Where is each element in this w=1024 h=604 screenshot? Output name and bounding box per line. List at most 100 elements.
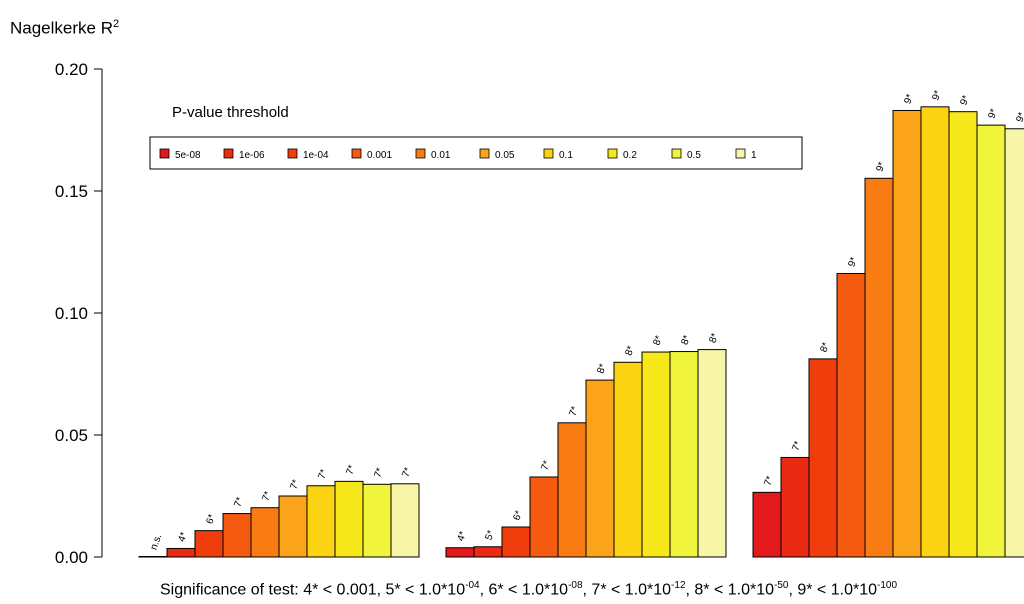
bar-significance-label: 7* xyxy=(372,467,386,480)
bar xyxy=(669,351,699,558)
legend-box xyxy=(149,136,803,170)
y-tick-label: 0.15 xyxy=(55,182,88,201)
footnote-exp-3: -12 xyxy=(671,580,686,591)
legend-swatch xyxy=(223,148,234,159)
y-tick-label: 0.10 xyxy=(55,304,88,323)
bar-significance-label: 6* xyxy=(511,509,525,522)
y-axis-label-text: Nagelkerke R xyxy=(10,18,113,38)
bar-significance-label: 9* xyxy=(874,161,888,174)
bar-significance-label: 9* xyxy=(986,107,1000,120)
bar-significance-label: 4* xyxy=(176,531,190,544)
bar-significance-label: 7* xyxy=(288,478,302,491)
footnote-text-1: Significance of test: 4* < 0.001, 5* < 1… xyxy=(160,581,466,599)
bar-significance-label: 9* xyxy=(1014,111,1024,124)
significance-footnote: Significance of test: 4* < 0.001, 5* < 1… xyxy=(160,580,897,599)
bar xyxy=(250,507,280,558)
bar xyxy=(278,495,308,558)
y-tick-label: 0.20 xyxy=(55,60,88,79)
bar-significance-label: 8* xyxy=(707,332,721,345)
bar xyxy=(697,349,727,558)
bar-significance-label: 7* xyxy=(567,405,581,418)
bar xyxy=(864,177,894,558)
bar-significance-label: 4* xyxy=(455,530,469,543)
bar-significance-label: 6* xyxy=(204,513,218,526)
bar-significance-label: 8* xyxy=(595,362,609,375)
bar xyxy=(836,272,866,558)
legend-swatch xyxy=(479,148,490,159)
legend-entry-label: 5e-08 xyxy=(175,150,201,161)
legend-entry-label: 0.05 xyxy=(495,150,515,161)
legend-swatch xyxy=(735,148,746,159)
footnote-exp-1: -04 xyxy=(465,580,480,591)
legend-entry-label: 1 xyxy=(751,150,757,161)
legend-entry-label: 0.01 xyxy=(431,150,451,161)
bar xyxy=(390,483,420,558)
bar xyxy=(194,530,224,558)
footnote-exp-4: -50 xyxy=(774,580,789,591)
bar xyxy=(641,351,671,558)
bar xyxy=(892,109,922,558)
legend-entry-label: 0.1 xyxy=(559,150,573,161)
y-tick-label: 0.00 xyxy=(55,548,88,567)
legend-title: P-value threshold xyxy=(172,104,289,121)
footnote-text-4: , 8* < 1.0*10 xyxy=(685,581,775,599)
bar-significance-label: 8* xyxy=(679,334,693,347)
legend-swatch xyxy=(351,148,362,159)
footnote-text-2: , 6* < 1.0*10 xyxy=(479,581,569,599)
bar xyxy=(1004,128,1024,558)
bar xyxy=(557,422,587,558)
bar-significance-label: 9* xyxy=(902,93,916,106)
legend-entry-label: 0.001 xyxy=(367,150,392,161)
bar xyxy=(976,124,1006,558)
bar-significance-label: 7* xyxy=(539,459,553,472)
bar xyxy=(920,106,950,558)
bar xyxy=(808,358,838,558)
bar-significance-label: n.s. xyxy=(148,533,164,552)
bar-significance-label: 9* xyxy=(958,94,972,107)
legend-entry-label: 0.5 xyxy=(687,150,701,161)
legend-swatch xyxy=(287,148,298,159)
bar xyxy=(752,491,782,558)
bar-significance-label: 7* xyxy=(260,490,274,503)
footnote-text-3: , 7* < 1.0*10 xyxy=(582,581,672,599)
legend-swatch xyxy=(159,148,170,159)
bar-significance-label: 7* xyxy=(790,440,804,453)
bar-significance-label: 8* xyxy=(651,334,665,347)
footnote-exp-5: -100 xyxy=(876,580,897,591)
bar xyxy=(501,526,531,558)
legend-swatch xyxy=(671,148,682,159)
y-tick-label: 0.05 xyxy=(55,426,88,445)
footnote-exp-2: -08 xyxy=(568,580,583,591)
legend-swatch xyxy=(543,148,554,159)
bar-significance-label: 9* xyxy=(846,256,860,269)
bar xyxy=(362,483,392,558)
bar xyxy=(222,513,252,558)
y-axis-label: Nagelkerke R2 xyxy=(10,18,119,39)
bar-significance-label: 7* xyxy=(316,468,330,481)
bar-significance-label: 9* xyxy=(930,89,944,102)
legend-entry-label: 1e-06 xyxy=(239,150,265,161)
bar xyxy=(948,111,978,558)
legend-swatch xyxy=(607,148,618,159)
bar-significance-label: 7* xyxy=(232,496,246,509)
bar xyxy=(585,379,615,558)
bar xyxy=(334,480,364,558)
bar xyxy=(529,476,559,558)
bar xyxy=(166,547,196,558)
bar-significance-label: 7* xyxy=(400,466,414,479)
bar xyxy=(306,485,336,558)
bar xyxy=(473,546,503,558)
legend-swatch xyxy=(415,148,426,159)
bar xyxy=(613,361,643,558)
bar-significance-label: 8* xyxy=(623,345,637,358)
y-axis-label-superscript: 2 xyxy=(113,18,120,30)
legend-entry-label: 1e-04 xyxy=(303,150,329,161)
bar-significance-label: 8* xyxy=(818,341,832,354)
bar-significance-label: 5* xyxy=(483,529,497,542)
bar xyxy=(445,547,475,558)
bar xyxy=(138,556,168,558)
bar-significance-label: 7* xyxy=(762,475,776,488)
legend-entry-label: 0.2 xyxy=(623,150,637,161)
bar-significance-label: 7* xyxy=(344,464,358,477)
